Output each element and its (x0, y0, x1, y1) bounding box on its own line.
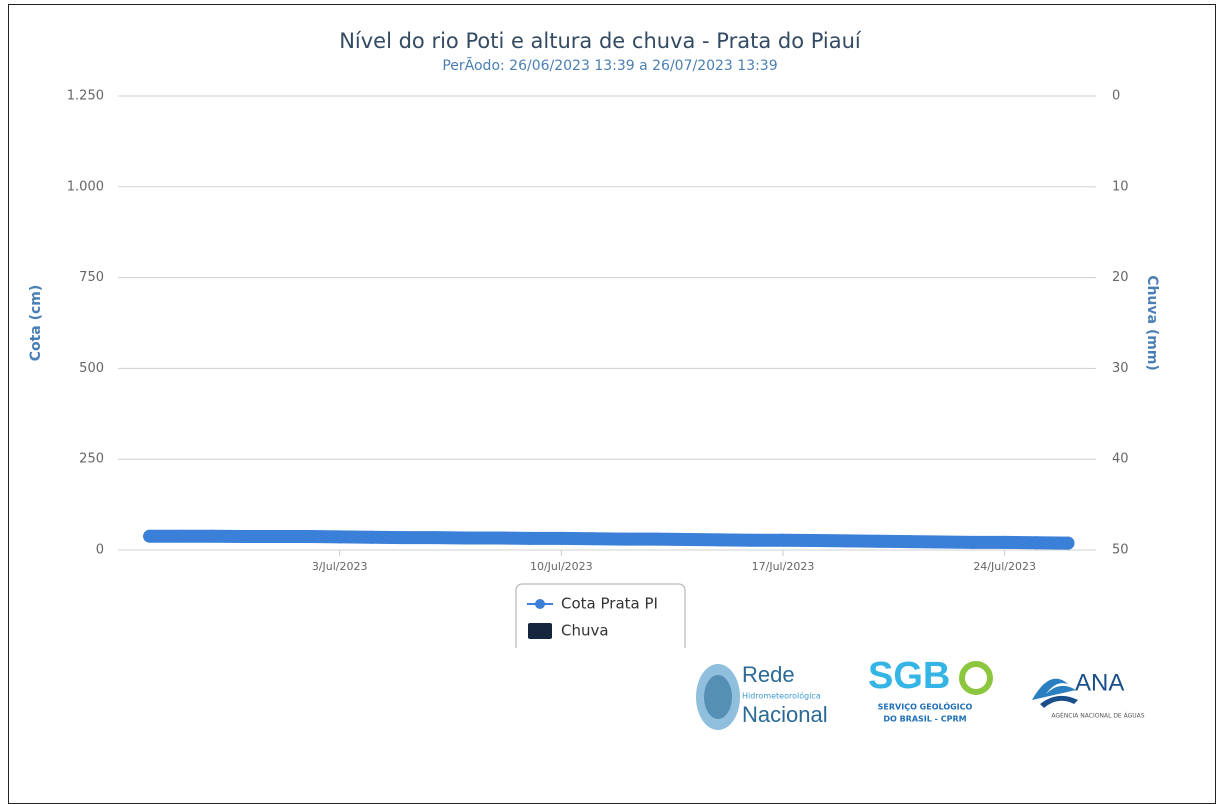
y-tick-label: 500 (79, 361, 104, 376)
logo-text: Rede (742, 662, 795, 687)
level-point (269, 530, 283, 544)
x-tick-label: 17/Jul/2023 (752, 560, 815, 573)
level-point (301, 530, 315, 544)
x-tick-label: 3/Jul/2023 (312, 560, 368, 573)
logo-text: SGB (868, 655, 950, 697)
level-point (333, 530, 347, 544)
legend-swatch (535, 599, 545, 609)
level-point (491, 531, 505, 545)
logo-text: DO BRASIL - CPRM (883, 715, 966, 724)
logo-text: Nacional (742, 702, 828, 727)
logo-text: Hidrometeorológica (742, 691, 821, 701)
logo-text: AGÊNCIA NACIONAL DE ÁGUAS (1051, 712, 1144, 720)
level-point (808, 534, 822, 548)
y-axis-title: Cota (cm) (28, 285, 44, 362)
level-point (681, 532, 695, 546)
level-point (428, 531, 442, 545)
level-point (934, 535, 948, 549)
y2-tick-label: 20 (1112, 270, 1129, 285)
y-tick-label: 250 (79, 452, 104, 467)
level-point (364, 530, 378, 544)
legend-swatch (528, 623, 552, 639)
chart-subtitle: PerÃodo: 26/06/2023 13:39 a 26/07/2023 1… (442, 57, 777, 74)
y2-tick-label: 40 (1112, 452, 1129, 467)
level-point (744, 533, 758, 547)
level-point (206, 529, 220, 543)
level-point (713, 533, 727, 547)
level-point (174, 529, 188, 543)
y2-tick-label: 50 (1112, 543, 1129, 558)
y2-axis-title: Chuva (mm) (1144, 275, 1160, 371)
legend-box (515, 583, 686, 648)
level-point (586, 532, 600, 546)
logo-text: SERVIÇO GEOLÓGICO (878, 701, 973, 712)
y-tick-label: 1.250 (67, 89, 104, 104)
level-point (649, 532, 663, 546)
level-point (903, 535, 917, 549)
level-point (396, 531, 410, 545)
level-point (523, 531, 537, 545)
level-point (1061, 536, 1075, 550)
y-tick-label: 0 (96, 543, 104, 558)
level-point (839, 534, 853, 548)
y-tick-label: 750 (79, 270, 104, 285)
logo-ana: ANA AGÊNCIA NACIONAL DE ÁGUAS (1032, 669, 1145, 720)
level-point (871, 534, 885, 548)
x-tick-label: 24/Jul/2023 (973, 560, 1036, 573)
y2-tick-label: 10 (1112, 179, 1129, 194)
level-point (618, 532, 632, 546)
level-point (143, 529, 157, 543)
y2-tick-label: 30 (1112, 361, 1129, 376)
level-point (1029, 536, 1043, 550)
level-point (554, 531, 568, 545)
level-point (459, 531, 473, 545)
logo-sgb: SGB SERVIÇO GEOLÓGICO DO BRASIL - CPRM (868, 655, 993, 724)
y-tick-label: 1.000 (67, 179, 104, 194)
level-point (998, 535, 1012, 549)
level-line (143, 529, 1075, 550)
logo-text: ANA (1075, 669, 1124, 696)
x-tick-label: 10/Jul/2023 (530, 560, 593, 573)
legend-label: Chuva (561, 622, 609, 640)
chart-title: Nível do rio Poti e altura de chuva - Pr… (339, 29, 862, 53)
level-point (776, 533, 790, 547)
level-point (238, 530, 252, 544)
level-point (966, 535, 980, 549)
logo-rede: Rede Hidrometeorológica Nacional (696, 662, 828, 730)
legend-label: Cota Prata PI (561, 595, 658, 613)
y2-tick-label: 0 (1112, 89, 1120, 104)
